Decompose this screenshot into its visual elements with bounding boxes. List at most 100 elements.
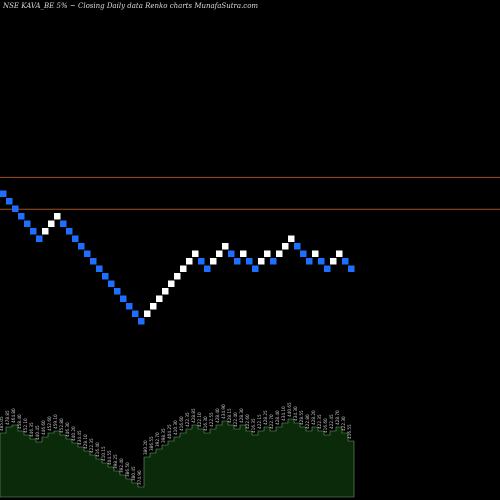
value-label: 422.15 bbox=[257, 414, 262, 429]
renko-brick bbox=[174, 273, 181, 280]
value-label: 398.25 bbox=[113, 454, 118, 469]
renko-brick bbox=[150, 303, 157, 310]
value-label: 428.30 bbox=[239, 408, 244, 423]
renko-brick bbox=[300, 250, 307, 257]
value-label: 398.35 bbox=[161, 428, 166, 443]
value-label: 458.40 bbox=[17, 414, 22, 429]
value-label: 380.20 bbox=[143, 440, 148, 455]
value-label: 440.20 bbox=[71, 426, 76, 441]
renko-brick bbox=[114, 288, 121, 295]
value-label: 478.85 bbox=[5, 410, 10, 425]
renko-brick bbox=[180, 265, 187, 272]
value-label: 422.80 bbox=[305, 414, 310, 429]
value-label: 428.85 bbox=[191, 408, 196, 423]
value-label: 374.90 bbox=[137, 470, 142, 485]
renko-brick bbox=[156, 295, 163, 302]
value-label: 416.35 bbox=[251, 418, 256, 433]
renko-brick bbox=[66, 228, 73, 235]
value-label: 459.10 bbox=[53, 414, 58, 429]
value-label: 380.45 bbox=[131, 466, 136, 481]
renko-brick bbox=[132, 310, 139, 317]
renko-brick bbox=[318, 258, 325, 265]
value-label: 422.30 bbox=[341, 416, 346, 431]
value-label: 428.15 bbox=[227, 408, 232, 423]
value-label: 416.60 bbox=[323, 418, 328, 433]
renko-brick bbox=[330, 258, 337, 265]
renko-brick bbox=[126, 303, 133, 310]
value-label: 416.30 bbox=[203, 416, 208, 431]
renko-brick bbox=[264, 250, 271, 257]
renko-brick bbox=[12, 205, 19, 212]
renko-brick bbox=[72, 235, 79, 242]
value-label: 434.45 bbox=[77, 430, 82, 445]
chart-note: Closing Daily data Renko charts MunafaSu… bbox=[77, 2, 259, 10]
value-label: 434.10 bbox=[281, 406, 286, 421]
renko-brick bbox=[228, 250, 235, 257]
renko-brick bbox=[60, 220, 67, 227]
value-label: 434.30 bbox=[293, 406, 298, 421]
renko-brick bbox=[276, 250, 283, 257]
value-label: 422.45 bbox=[329, 414, 334, 429]
value-label: 428.55 bbox=[299, 410, 304, 425]
renko-brick bbox=[246, 258, 253, 265]
renko-brick bbox=[222, 243, 229, 250]
value-label: 392.40 bbox=[119, 458, 124, 473]
value-label: 422.55 bbox=[209, 412, 214, 427]
value-label: 452.80 bbox=[59, 418, 64, 433]
renko-brick bbox=[342, 258, 349, 265]
header-separator: ~ bbox=[67, 2, 78, 10]
renko-brick bbox=[234, 258, 241, 265]
value-label: 440.45 bbox=[35, 425, 40, 440]
renko-brick bbox=[168, 280, 175, 287]
renko-brick bbox=[282, 243, 289, 250]
renko-brick bbox=[252, 265, 259, 272]
value-label: 416.60 bbox=[179, 416, 184, 431]
value-label: 386.50 bbox=[125, 462, 130, 477]
value-label: 416.55 bbox=[347, 424, 352, 439]
renko-brick bbox=[78, 243, 85, 250]
value-label: 422.40 bbox=[233, 412, 238, 427]
renko-brick bbox=[216, 250, 223, 257]
ticker-label: NSE KAVA_BE 5% bbox=[3, 2, 68, 10]
renko-brick bbox=[348, 265, 355, 272]
value-label: 452.60 bbox=[47, 416, 52, 431]
renko-brick bbox=[198, 258, 205, 265]
renko-brick bbox=[102, 273, 109, 280]
renko-brick bbox=[96, 265, 103, 272]
renko-brick bbox=[312, 250, 319, 257]
value-label: 446.60 bbox=[41, 420, 46, 435]
renko-brick bbox=[30, 228, 37, 235]
value-label: 428.25 bbox=[263, 410, 268, 425]
value-label: 410.30 bbox=[173, 420, 178, 435]
value-label: 410.15 bbox=[101, 446, 106, 461]
renko-brick bbox=[240, 250, 247, 257]
value-label: 440.65 bbox=[287, 402, 292, 417]
value-label: 392.70 bbox=[155, 432, 160, 447]
renko-brick bbox=[18, 213, 25, 220]
renko-brick bbox=[6, 198, 13, 205]
value-label: 485.05 bbox=[0, 416, 4, 431]
renko-brick bbox=[270, 258, 277, 265]
renko-brick bbox=[186, 258, 193, 265]
value-label: 464.80 bbox=[11, 408, 16, 423]
value-label: 422.35 bbox=[317, 414, 322, 429]
value-label: 428.70 bbox=[335, 410, 340, 425]
value-label: 446.30 bbox=[65, 422, 70, 437]
renko-brick bbox=[336, 250, 343, 257]
value-label: 428.20 bbox=[311, 410, 316, 425]
renko-brick bbox=[42, 228, 49, 235]
renko-brick bbox=[108, 280, 115, 287]
renko-brick bbox=[288, 235, 295, 242]
renko-brick bbox=[306, 258, 313, 265]
renko-brick bbox=[54, 213, 61, 220]
value-label: 404.25 bbox=[167, 424, 172, 439]
value-label: 404.55 bbox=[107, 450, 112, 465]
value-label: 422.35 bbox=[89, 438, 94, 453]
renko-brick bbox=[144, 310, 151, 317]
value-label: 428.40 bbox=[215, 408, 220, 423]
renko-brick bbox=[162, 288, 169, 295]
renko-brick bbox=[138, 318, 145, 325]
value-label: 434.90 bbox=[221, 404, 226, 419]
